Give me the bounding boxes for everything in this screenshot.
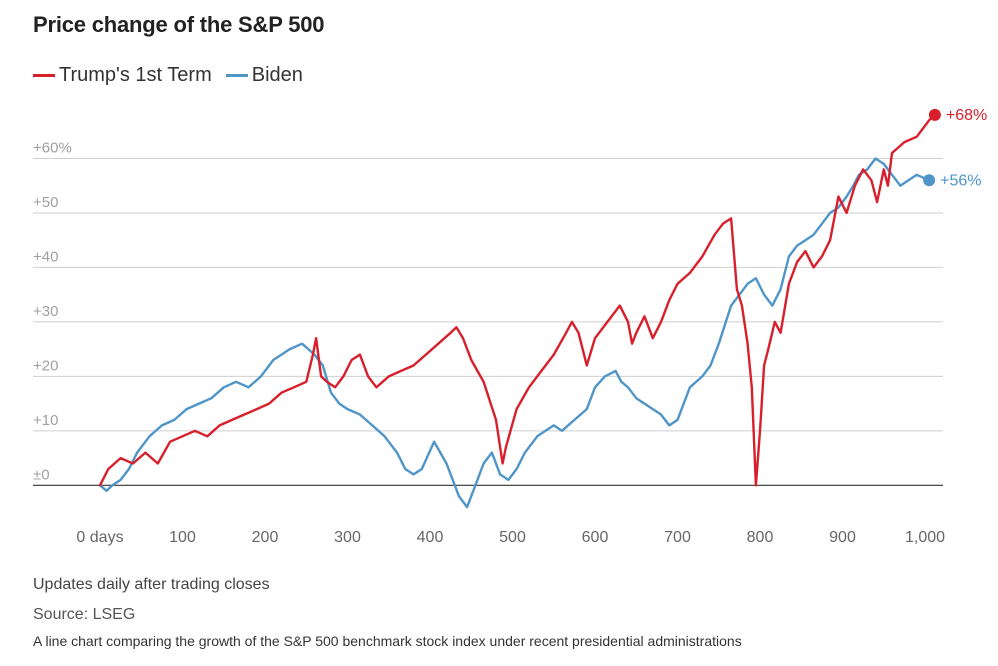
chart-title: Price change of the S&P 500 xyxy=(33,12,325,37)
y-tick-label: +20 xyxy=(33,357,58,374)
series-line-biden xyxy=(98,157,931,509)
end-label-trump: +68% xyxy=(946,107,987,124)
legend-item-trump: Trump's 1st Term xyxy=(33,64,212,87)
chart-caption: A line chart comparing the growth of the… xyxy=(33,633,742,649)
x-tick-label: 500 xyxy=(499,529,526,546)
y-tick-label: +60% xyxy=(33,139,72,156)
series-line-trump xyxy=(98,113,937,487)
legend-swatch-biden xyxy=(225,74,248,77)
legend-label-trump: Trump's 1st Term xyxy=(59,64,212,86)
x-tick-label: 700 xyxy=(664,529,691,546)
y-tick-label: +30 xyxy=(33,303,58,320)
legend-item-biden: Biden xyxy=(225,64,303,87)
x-tick-label: 400 xyxy=(417,529,444,546)
x-tick-label: 300 xyxy=(334,529,361,546)
end-marker-trump xyxy=(928,108,941,121)
x-tick-label: 900 xyxy=(829,529,856,546)
x-tick-label: 100 xyxy=(169,529,196,546)
x-tick-label: 200 xyxy=(252,529,279,546)
source-note: Source: LSEG xyxy=(33,606,136,623)
y-tick-label: +50 xyxy=(33,194,58,211)
chart-legend: Trump's 1st Term Biden xyxy=(33,64,317,87)
y-tick-label: +10 xyxy=(33,412,58,429)
y-tick-label: +40 xyxy=(33,248,58,265)
update-note: Updates daily after trading closes xyxy=(33,576,270,593)
x-tick-label: 0 days xyxy=(76,529,123,546)
legend-label-biden: Biden xyxy=(251,64,303,86)
x-tick-label: 1,000 xyxy=(905,529,945,546)
x-tick-label: 600 xyxy=(582,529,609,546)
legend-swatch-trump xyxy=(33,74,55,77)
end-label-biden: +56% xyxy=(940,172,981,189)
y-tick-label: ±0 xyxy=(33,466,50,483)
end-marker-biden xyxy=(923,174,936,187)
x-tick-label: 800 xyxy=(747,529,774,546)
